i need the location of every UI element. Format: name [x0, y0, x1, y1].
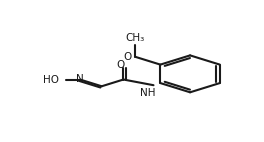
Text: NH: NH — [140, 88, 155, 98]
Text: CH₃: CH₃ — [126, 33, 145, 43]
Text: N: N — [76, 74, 84, 84]
Text: O: O — [116, 60, 124, 70]
Text: O: O — [124, 52, 132, 61]
Text: HO: HO — [43, 75, 59, 84]
